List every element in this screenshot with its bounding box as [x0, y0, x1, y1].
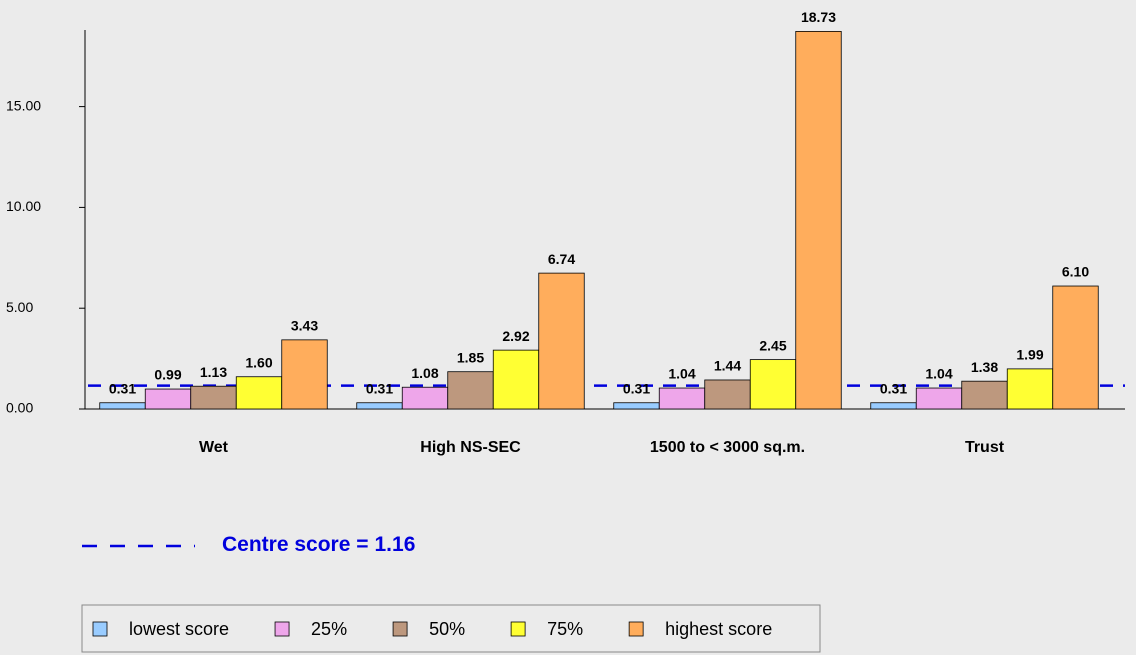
x-tick-label: Wet: [199, 439, 229, 456]
bar: [190, 385, 237, 410]
value-label: 6.10: [1062, 264, 1089, 280]
bar: [281, 339, 328, 410]
bar: [749, 359, 797, 410]
value-label: 3.43: [291, 318, 318, 334]
value-label: 2.92: [502, 328, 529, 344]
legend-label: 75%: [547, 619, 583, 639]
y-tick-label: 5.00: [6, 299, 33, 315]
value-label: 1.44: [714, 358, 741, 374]
value-label: 1.38: [971, 359, 998, 375]
value-label: 2.45: [759, 337, 786, 353]
value-label: 18.73: [801, 9, 836, 25]
value-label: 0.31: [880, 380, 907, 396]
centre-score: 1.16: [375, 533, 416, 556]
centre-label-text: Centre score =: [222, 533, 369, 556]
legend-swatch: [628, 621, 644, 637]
legend-swatch: [92, 621, 108, 637]
bar: [870, 402, 917, 410]
bar: [658, 387, 706, 410]
bar: [1006, 368, 1054, 410]
legend-swatch: [392, 621, 408, 637]
value-label: 1.13: [200, 364, 227, 380]
bar: [961, 380, 1008, 410]
bar: [99, 402, 146, 410]
value-label: 1.08: [411, 365, 438, 381]
bar: [401, 386, 449, 410]
legend-label: 25%: [311, 619, 347, 639]
x-tick-label: Trust: [965, 439, 1005, 456]
value-label: 0.99: [154, 367, 181, 383]
legend-swatch: [274, 621, 290, 637]
legend-swatch: [510, 621, 526, 637]
bar: [235, 376, 283, 410]
bar: [915, 387, 963, 410]
value-label: 0.31: [623, 380, 650, 396]
value-label: 1.04: [925, 366, 952, 382]
bar: [613, 402, 660, 410]
value-label: 1.04: [668, 366, 695, 382]
bar: [356, 402, 403, 410]
bar: [447, 371, 494, 410]
bar: [538, 272, 585, 410]
centre-label: Centre score = 1.16: [222, 533, 415, 556]
bar: [144, 388, 192, 410]
legend-label: highest score: [665, 619, 772, 639]
value-label: 1.60: [245, 354, 272, 370]
x-tick-label: High NS-SEC: [420, 439, 521, 456]
legend-label: lowest score: [129, 619, 229, 639]
bar: [492, 349, 540, 410]
value-label: 1.85: [457, 349, 484, 365]
legend-box: [81, 604, 821, 653]
value-label: 6.74: [548, 251, 575, 267]
x-tick-label: 1500 to < 3000 sq.m.: [650, 439, 805, 456]
bar: [1052, 285, 1099, 410]
y-tick-label: 15.00: [6, 97, 41, 113]
bar: [704, 379, 751, 410]
y-tick-label: 0.00: [6, 400, 33, 416]
legend-label: 50%: [429, 619, 465, 639]
value-label: 1.99: [1016, 347, 1043, 363]
bar: [795, 31, 842, 410]
value-label: 0.31: [109, 380, 136, 396]
value-label: 0.31: [366, 380, 393, 396]
y-tick-label: 10.00: [6, 198, 41, 214]
